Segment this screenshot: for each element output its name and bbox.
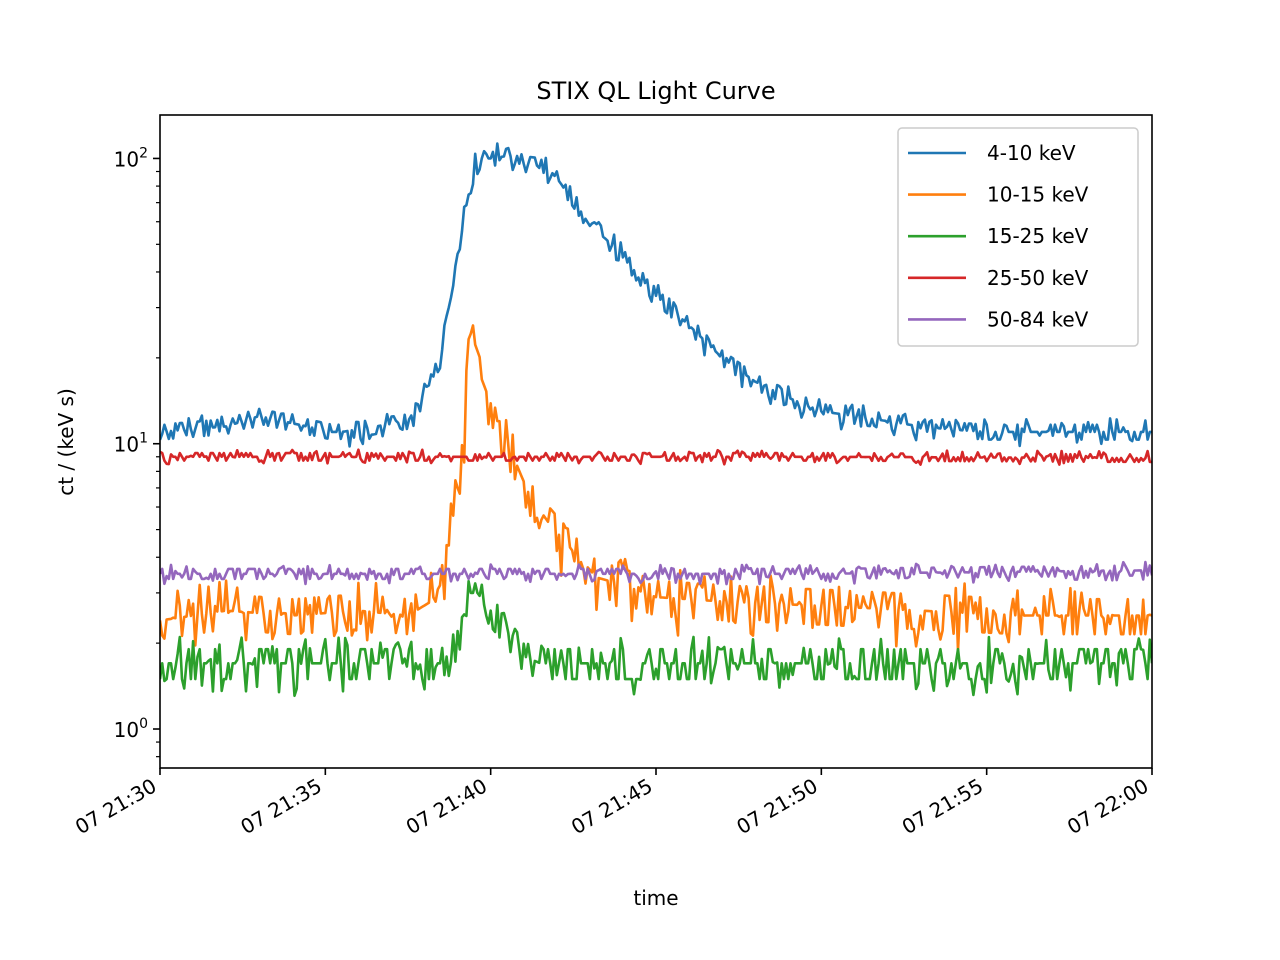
y-tick-base: 10 — [114, 718, 139, 742]
y-tick-exponent: 2 — [139, 145, 148, 161]
chart-title: STIX QL Light Curve — [536, 77, 775, 105]
series-line-50-84-kev — [160, 560, 1152, 586]
x-axis-label: time — [633, 886, 678, 910]
legend-label: 4-10 keV — [987, 141, 1076, 165]
series-line-10-15-kev — [160, 324, 1152, 653]
y-tick-label: 101 — [114, 431, 148, 457]
y-tick-label: 102 — [114, 145, 148, 171]
series-line-25-50-kev — [160, 448, 1152, 466]
y-tick-exponent: 1 — [139, 431, 148, 447]
legend-label: 50-84 keV — [987, 307, 1089, 331]
y-tick-label: 100 — [114, 716, 148, 742]
y-tick-base: 10 — [114, 147, 139, 171]
legend: 4-10 keV 10-15 keV 15-25 keV 25-50 keV 50-84… — [897, 127, 1139, 347]
y-axis-label: ct / (keV s) — [54, 388, 78, 496]
series-line-4-10-kev — [160, 142, 1152, 448]
y-tick-base: 10 — [114, 433, 139, 457]
legend-label: 10-15 keV — [987, 183, 1089, 207]
y-minor-ticks — [156, 170, 160, 758]
series-layer — [160, 142, 1152, 698]
legend-label: 15-25 keV — [987, 224, 1089, 248]
legend-label: 25-50 keV — [987, 266, 1089, 290]
series-line-15-25-kev — [160, 579, 1152, 698]
legend-box — [897, 127, 1139, 347]
y-tick-exponent: 0 — [139, 716, 148, 732]
